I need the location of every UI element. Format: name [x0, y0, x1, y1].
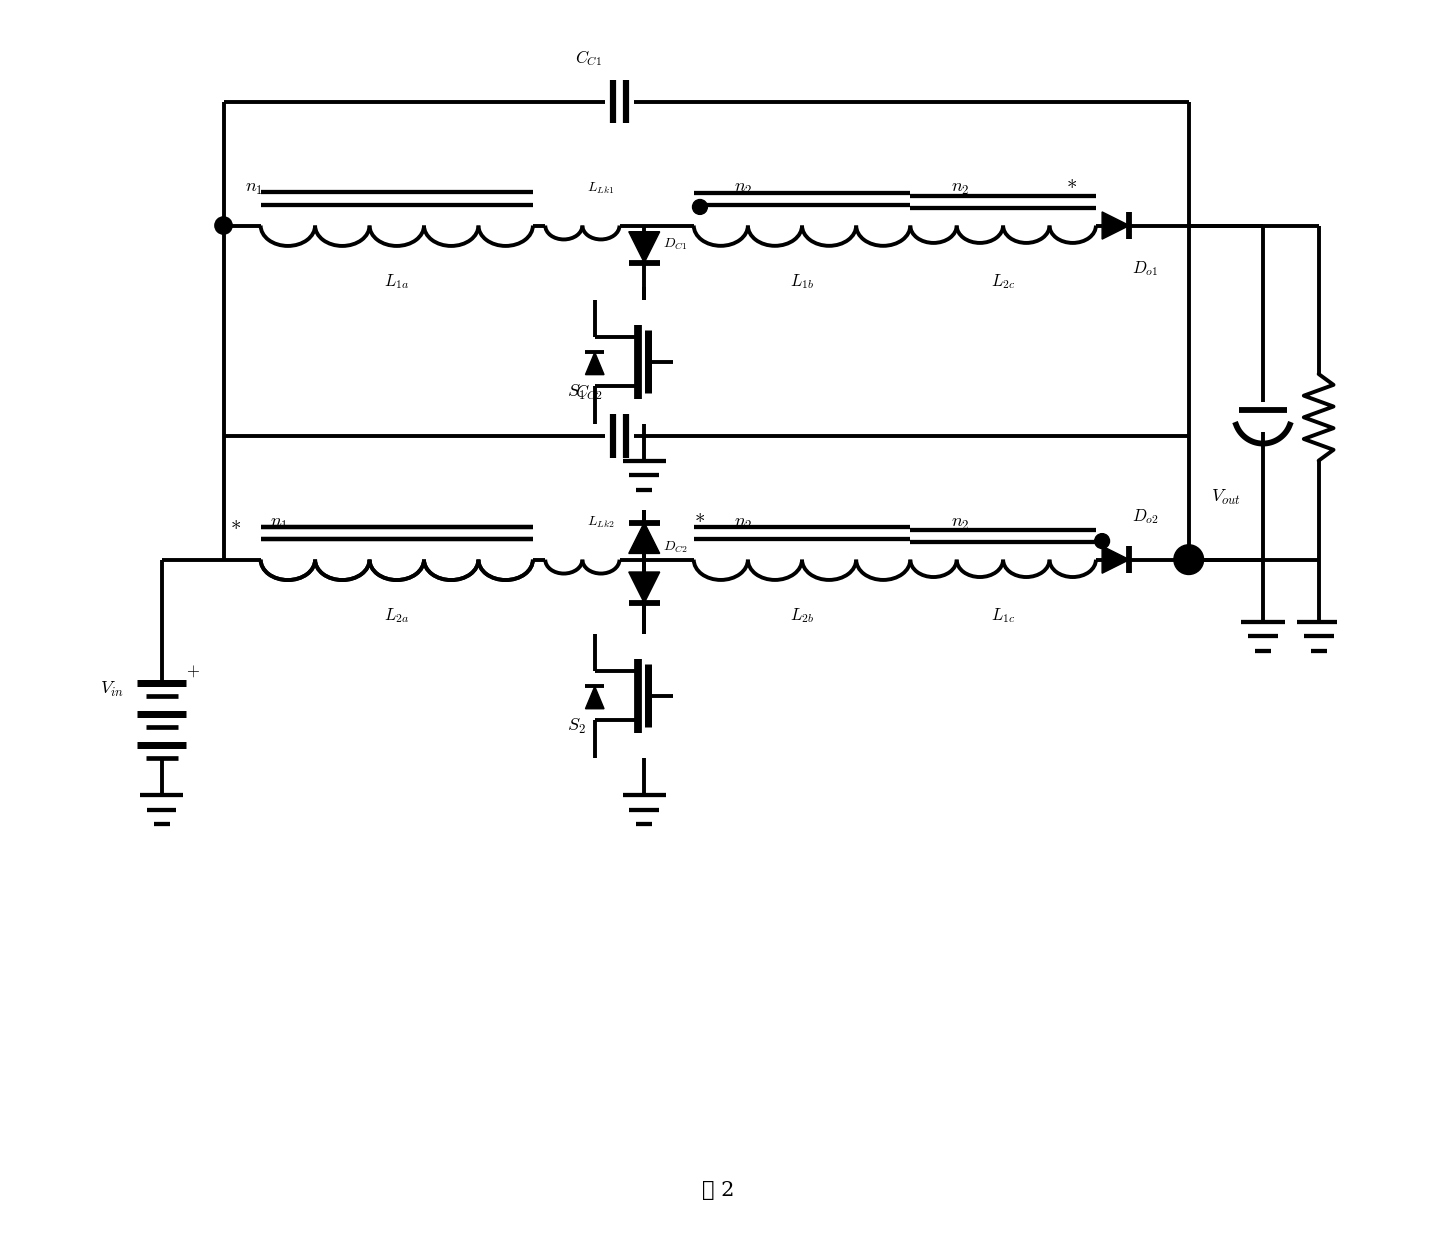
Text: $*$: $*$ [1066, 173, 1076, 193]
Text: $D_{C2}$: $D_{C2}$ [662, 539, 687, 554]
Text: $L_{Lk2}$: $L_{Lk2}$ [588, 515, 615, 531]
Text: $D_{C1}$: $D_{C1}$ [662, 236, 687, 252]
Text: $D_{o1}$: $D_{o1}$ [1132, 260, 1158, 278]
Text: $L_{2a}$: $L_{2a}$ [384, 605, 410, 625]
Polygon shape [585, 686, 604, 709]
Text: $V_{in}$: $V_{in}$ [101, 680, 124, 699]
Text: $n_1$: $n_1$ [246, 179, 263, 198]
Text: $L_{Lk1}$: $L_{Lk1}$ [588, 180, 615, 196]
Text: 图 2: 图 2 [703, 1181, 734, 1201]
Polygon shape [629, 231, 660, 262]
Polygon shape [1102, 546, 1129, 573]
Text: $n_2$: $n_2$ [734, 513, 753, 532]
Text: $L_{1c}$: $L_{1c}$ [992, 605, 1015, 625]
Text: $*$: $*$ [230, 512, 241, 532]
Polygon shape [629, 572, 660, 603]
Text: $+$: $+$ [185, 663, 200, 680]
Polygon shape [1102, 211, 1129, 239]
Text: $n_2$: $n_2$ [950, 513, 969, 532]
Text: $*$: $*$ [694, 506, 706, 526]
Text: $n_2$: $n_2$ [950, 179, 969, 198]
Text: $L_{1a}$: $L_{1a}$ [384, 272, 410, 291]
Text: $D_{o2}$: $D_{o2}$ [1132, 507, 1158, 526]
Polygon shape [585, 352, 604, 374]
Text: $C_{C2}$: $C_{C2}$ [575, 383, 602, 403]
Text: $S_2$: $S_2$ [566, 717, 586, 736]
Text: $L_{2c}$: $L_{2c}$ [992, 272, 1015, 291]
Circle shape [693, 200, 707, 214]
Text: $n_1$: $n_1$ [270, 513, 289, 532]
Circle shape [1174, 544, 1204, 574]
Polygon shape [629, 522, 660, 553]
Text: $n_2$: $n_2$ [734, 179, 753, 198]
Text: $L_{1b}$: $L_{1b}$ [790, 272, 813, 291]
Circle shape [216, 216, 233, 234]
Circle shape [1095, 533, 1109, 548]
Text: $L_{2b}$: $L_{2b}$ [790, 605, 813, 625]
Text: $V_{out}$: $V_{out}$ [1211, 488, 1242, 507]
Text: $C_{C1}$: $C_{C1}$ [575, 48, 602, 68]
Text: $S_1$: $S_1$ [568, 383, 585, 401]
